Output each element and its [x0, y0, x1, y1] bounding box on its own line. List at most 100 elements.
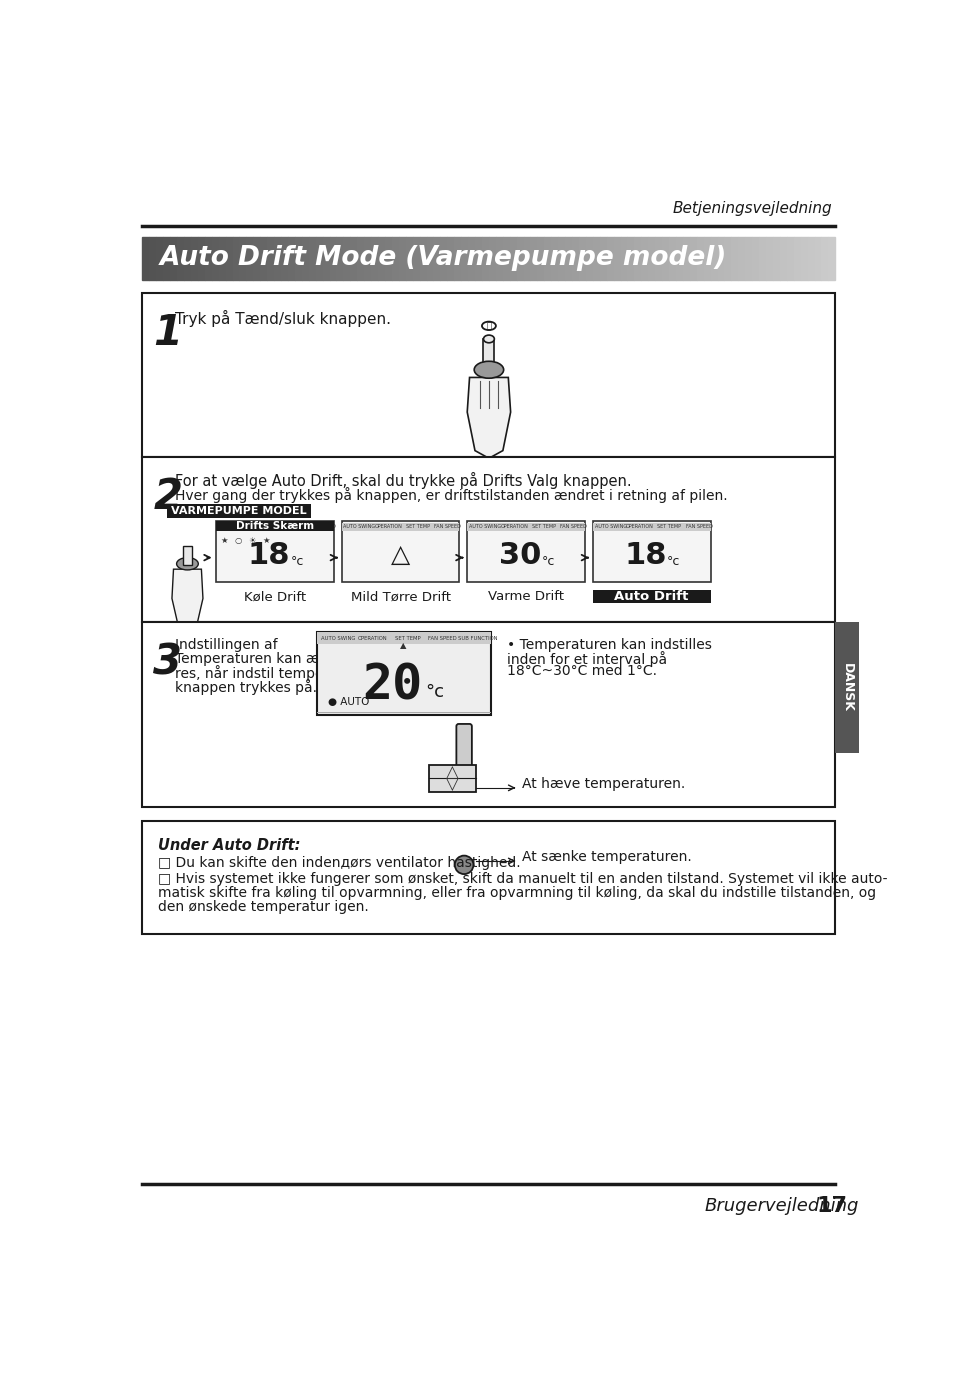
Polygon shape — [150, 237, 156, 280]
Polygon shape — [454, 237, 460, 280]
Polygon shape — [717, 237, 723, 280]
Polygon shape — [184, 237, 191, 280]
Text: ● AUTO: ● AUTO — [328, 697, 369, 707]
Polygon shape — [191, 237, 197, 280]
Polygon shape — [281, 237, 288, 280]
Polygon shape — [585, 237, 592, 280]
Polygon shape — [315, 237, 322, 280]
Polygon shape — [253, 237, 260, 280]
Polygon shape — [751, 237, 759, 280]
Ellipse shape — [481, 322, 496, 330]
Text: SET TEMP: SET TEMP — [532, 525, 556, 529]
Polygon shape — [759, 237, 765, 280]
Bar — [592, 524, 710, 531]
Polygon shape — [197, 237, 205, 280]
Text: 3: 3 — [153, 641, 182, 683]
Bar — [142, 622, 835, 806]
Ellipse shape — [483, 335, 494, 343]
Text: DANSK: DANSK — [840, 664, 853, 713]
Text: FAN SPEED: FAN SPEED — [309, 525, 335, 529]
Polygon shape — [634, 237, 640, 280]
Polygon shape — [648, 237, 655, 280]
Text: ⓞ: ⓞ — [486, 322, 491, 330]
Polygon shape — [294, 237, 301, 280]
Polygon shape — [496, 237, 502, 280]
Polygon shape — [738, 237, 744, 280]
Polygon shape — [827, 237, 835, 280]
Text: For at vælge Auto Drift, skal du trykke på Drifts Valg knappen.: For at vælge Auto Drift, skal du trykke … — [174, 472, 631, 489]
Polygon shape — [703, 237, 710, 280]
Polygon shape — [309, 237, 315, 280]
Polygon shape — [710, 237, 717, 280]
Bar — [316, 633, 491, 644]
Text: Varme Drift: Varme Drift — [488, 591, 563, 603]
Polygon shape — [793, 237, 800, 280]
Polygon shape — [350, 237, 357, 280]
Text: matisk skifte fra køling til opvarmning, eller fra opvarmning til køling, da ska: matisk skifte fra køling til opvarmning,… — [158, 886, 875, 900]
Polygon shape — [156, 237, 163, 280]
Text: ☀: ☀ — [248, 536, 255, 545]
Polygon shape — [371, 237, 377, 280]
Polygon shape — [483, 339, 494, 370]
Polygon shape — [572, 237, 578, 280]
Polygon shape — [419, 237, 426, 280]
Text: AUTO SWING: AUTO SWING — [594, 525, 626, 529]
Ellipse shape — [455, 855, 473, 874]
Bar — [467, 521, 584, 582]
Bar — [316, 711, 491, 713]
FancyBboxPatch shape — [456, 724, 472, 767]
Polygon shape — [163, 237, 170, 280]
Polygon shape — [433, 237, 440, 280]
Polygon shape — [682, 237, 689, 280]
Bar — [341, 521, 459, 582]
Polygon shape — [142, 237, 150, 280]
Bar — [142, 456, 835, 622]
Text: △: △ — [391, 543, 410, 567]
Polygon shape — [233, 237, 239, 280]
Text: °c: °c — [666, 554, 679, 568]
Polygon shape — [800, 237, 807, 280]
Polygon shape — [537, 237, 544, 280]
Polygon shape — [177, 237, 184, 280]
Polygon shape — [322, 237, 329, 280]
Polygon shape — [226, 237, 233, 280]
Polygon shape — [405, 237, 413, 280]
Polygon shape — [821, 237, 827, 280]
Text: SET TEMP: SET TEMP — [406, 525, 430, 529]
Polygon shape — [731, 237, 738, 280]
Bar — [592, 589, 710, 603]
Text: 1: 1 — [153, 312, 182, 354]
Bar — [142, 293, 835, 456]
Polygon shape — [398, 237, 405, 280]
Text: Hver gang der trykkes på knappen, er driftstilstanden ændret i retning af pilen.: Hver gang der trykkes på knappen, er dri… — [174, 487, 727, 503]
Polygon shape — [364, 237, 371, 280]
Text: □ Du kan skifte den indenдørs ventilator hastighed.: □ Du kan skifte den indenдørs ventilator… — [158, 857, 520, 871]
Polygon shape — [814, 237, 821, 280]
Text: VARMEPUMPE MODEL: VARMEPUMPE MODEL — [171, 507, 306, 517]
Text: res, når indstil temperatur: res, når indstil temperatur — [174, 665, 357, 682]
Polygon shape — [267, 237, 274, 280]
Polygon shape — [723, 237, 731, 280]
Text: AUTO SWING: AUTO SWING — [469, 525, 500, 529]
Polygon shape — [765, 237, 772, 280]
Polygon shape — [475, 237, 481, 280]
Text: At hæve temperaturen.: At hæve temperaturen. — [521, 777, 685, 791]
Polygon shape — [488, 237, 496, 280]
Text: ★: ★ — [220, 536, 228, 545]
Polygon shape — [218, 237, 226, 280]
Text: □ Hvis systemet ikke fungerer som ønsket, skift da manuelt til en anden tilstand: □ Hvis systemet ikke fungerer som ønsket… — [158, 872, 886, 886]
Bar — [216, 521, 334, 582]
Text: °c: °c — [291, 554, 304, 568]
Ellipse shape — [474, 361, 503, 378]
Text: °c: °c — [541, 554, 555, 568]
Text: ▽: ▽ — [446, 776, 458, 794]
Ellipse shape — [176, 557, 198, 570]
Polygon shape — [517, 237, 523, 280]
Polygon shape — [655, 237, 661, 280]
Polygon shape — [578, 237, 585, 280]
Polygon shape — [523, 237, 530, 280]
Polygon shape — [780, 237, 786, 280]
Polygon shape — [530, 237, 537, 280]
Bar — [835, 622, 858, 753]
Text: AUTO SWING: AUTO SWING — [343, 525, 375, 529]
